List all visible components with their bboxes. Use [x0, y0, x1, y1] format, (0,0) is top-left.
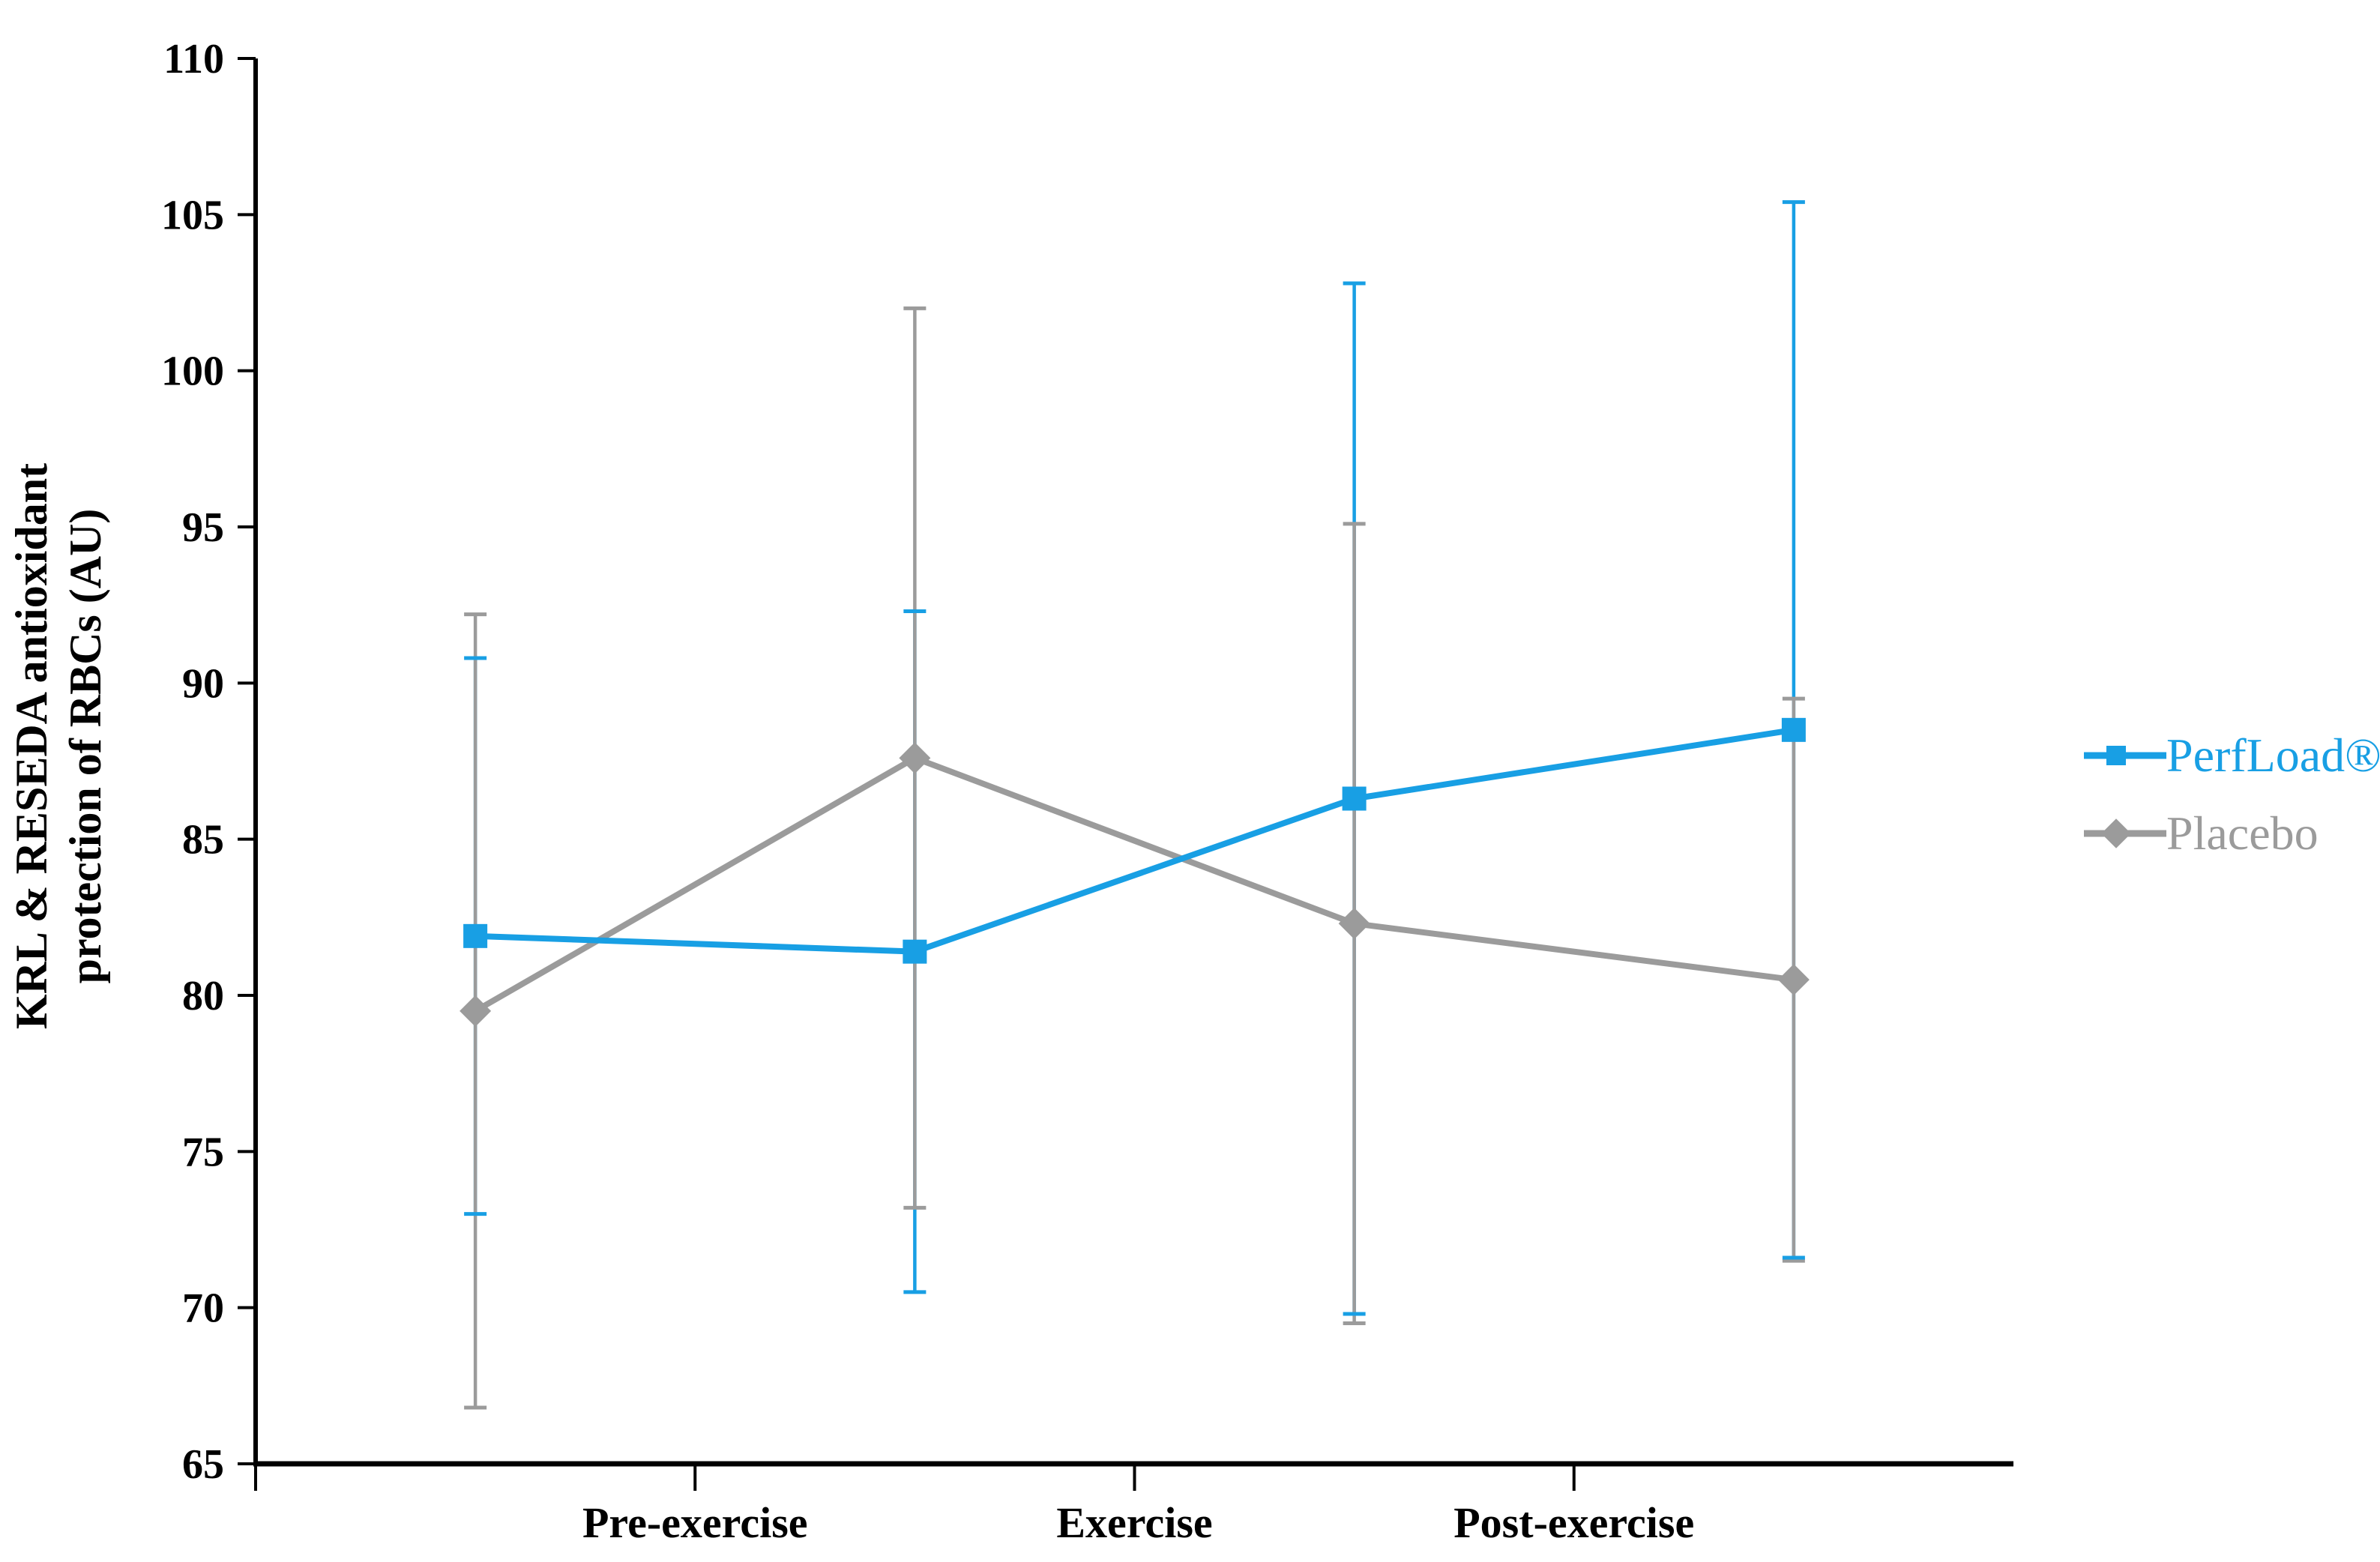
y-axis-title-line1: KRL & RESEDA antioxidant: [7, 463, 56, 1029]
placebo-legend-marker: [2084, 818, 2166, 848]
placebo-marker-diamond: [899, 742, 931, 774]
y-tick-label: 90: [182, 660, 224, 707]
legend-item-placebo: Placebo: [2084, 803, 2380, 863]
y-tick-label: 105: [161, 192, 224, 238]
placebo-series-line: [472, 755, 1797, 1014]
perfload-marker-square: [903, 939, 927, 964]
y-tick-label: 75: [182, 1129, 224, 1175]
y-tick-label: 95: [182, 504, 224, 551]
placebo-legend-label: Placebo: [2166, 806, 2319, 860]
perfload-legend-label: PerfLoad®: [2166, 729, 2380, 782]
placebo-marker-diamond: [1777, 964, 1810, 996]
y-tick-label: 110: [163, 36, 224, 82]
y-tick-label: 85: [182, 817, 224, 863]
legend-item-perfload: PerfLoad®: [2084, 726, 2380, 785]
y-tick-label: 65: [182, 1441, 224, 1488]
placebo-marker-diamond: [460, 995, 492, 1027]
legend: PerfLoad® Placebo: [2084, 726, 2380, 863]
perfload-marker-square: [1342, 786, 1367, 811]
perfload-marker-square: [1781, 717, 1806, 742]
perfload-legend-marker: [2084, 746, 2166, 765]
y-axis-title-line2: protection of RBCs (AU): [61, 509, 110, 984]
placebo-marker-diamond: [1338, 908, 1370, 940]
y-tick-label: 100: [161, 349, 224, 395]
x-axis-label: Pre-exercise: [582, 1498, 808, 1547]
x-axis-label: Post-exercise: [1453, 1498, 1694, 1547]
perfload-series-line: [472, 726, 1797, 955]
y-tick-label: 70: [182, 1285, 224, 1332]
y-tick-label: 80: [182, 973, 224, 1019]
perfload-marker-square: [463, 923, 488, 948]
x-axis-label: Exercise: [1056, 1498, 1212, 1547]
